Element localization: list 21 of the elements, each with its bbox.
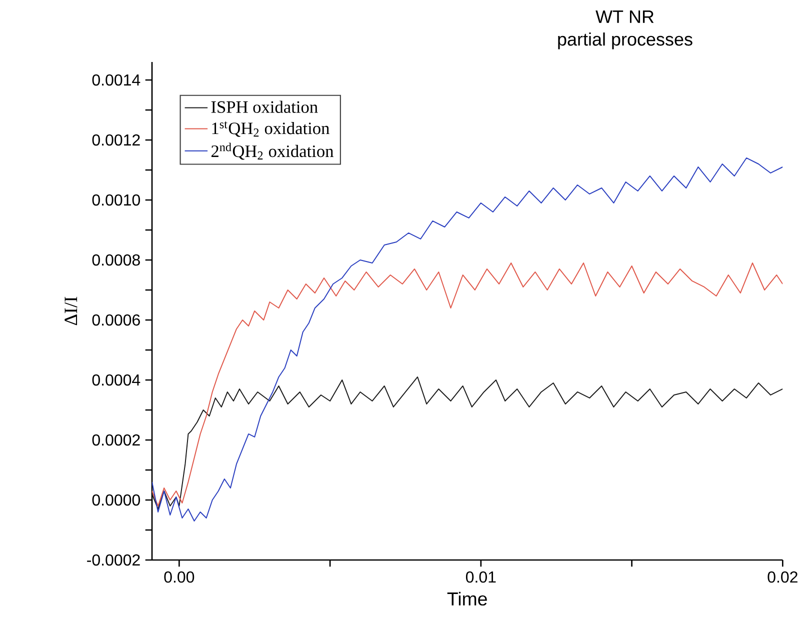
x-tick-label: 0.02 — [768, 571, 798, 583]
y-tick-label: 0.0006 — [92, 314, 140, 326]
line-series — [152, 376, 783, 510]
y-axis-title: ΔI/I — [64, 296, 78, 326]
legend-label: 1$^{st}$QH$_{2}$ oxidation — [212, 121, 330, 137]
y-tick-label: 0.0012 — [92, 134, 140, 146]
y-tick-label: 0.0004 — [92, 374, 140, 386]
y-tick-label: 0.0002 — [92, 434, 140, 446]
x-axis-title: Time — [447, 592, 487, 606]
line-series — [152, 262, 783, 506]
legend-label: ISPH oxidation — [211, 100, 318, 113]
y-tick-label: 0.0010 — [92, 194, 140, 206]
y-tick-label: 0.0014 — [92, 74, 140, 86]
y-tick-label: 0.0000 — [92, 494, 140, 506]
chart-title: WT NR — [596, 10, 654, 23]
chart-subtitle: partial processes — [558, 32, 692, 50]
y-tick-label: -0.0002 — [87, 554, 140, 566]
x-tick-label: 0.00 — [164, 571, 194, 583]
y-tick-label: 0.0008 — [92, 254, 140, 266]
legend-label: 2$^{nd}$QH$_{2}$ oxidation — [211, 142, 334, 160]
x-tick-label: 0.01 — [466, 571, 496, 583]
